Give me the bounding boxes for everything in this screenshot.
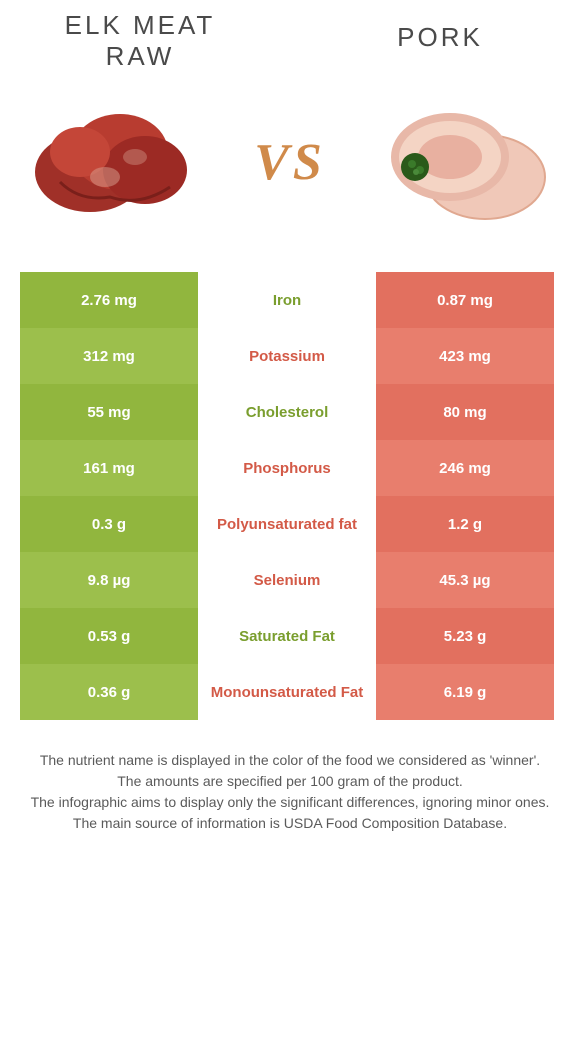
vs-badge: VS	[254, 133, 326, 192]
table-row: 0.53 gSaturated Fat5.23 g	[20, 608, 560, 664]
images-row: VS	[0, 82, 580, 242]
cell-right: 80 mg	[376, 384, 554, 440]
cell-label: Cholesterol	[198, 384, 376, 440]
cell-label: Phosphorus	[198, 440, 376, 496]
title-left: ELK MEAT RAW	[40, 10, 240, 72]
footer-line3: The infographic aims to display only the…	[28, 792, 552, 813]
cell-left: 312 mg	[20, 328, 198, 384]
cell-left: 0.53 g	[20, 608, 198, 664]
cell-label: Selenium	[198, 552, 376, 608]
cell-right: 5.23 g	[376, 608, 554, 664]
cell-label: Iron	[198, 272, 376, 328]
cell-right: 45.3 µg	[376, 552, 554, 608]
cell-left: 9.8 µg	[20, 552, 198, 608]
footer: The nutrient name is displayed in the co…	[0, 720, 580, 834]
cell-right: 246 mg	[376, 440, 554, 496]
cell-left: 55 mg	[20, 384, 198, 440]
header: ELK MEAT RAW PORK	[0, 10, 580, 72]
cell-label: Saturated Fat	[198, 608, 376, 664]
table-row: 0.36 gMonounsaturated Fat6.19 g	[20, 664, 560, 720]
title-left-line2: RAW	[40, 41, 240, 72]
elk-meat-image	[20, 82, 210, 242]
cell-label: Monounsaturated Fat	[198, 664, 376, 720]
cell-left: 161 mg	[20, 440, 198, 496]
footer-line2: The amounts are specified per 100 gram o…	[28, 771, 552, 792]
cell-right: 423 mg	[376, 328, 554, 384]
cell-label: Polyunsaturated fat	[198, 496, 376, 552]
table-row: 161 mgPhosphorus246 mg	[20, 440, 560, 496]
footer-line4: The main source of information is USDA F…	[28, 813, 552, 834]
title-right: PORK	[340, 22, 540, 53]
pork-image	[370, 82, 560, 242]
cell-left: 0.3 g	[20, 496, 198, 552]
table-row: 2.76 mgIron0.87 mg	[20, 272, 560, 328]
table-row: 0.3 gPolyunsaturated fat1.2 g	[20, 496, 560, 552]
cell-label: Potassium	[198, 328, 376, 384]
cell-left: 2.76 mg	[20, 272, 198, 328]
cell-right: 6.19 g	[376, 664, 554, 720]
cell-right: 1.2 g	[376, 496, 554, 552]
cell-left: 0.36 g	[20, 664, 198, 720]
cell-right: 0.87 mg	[376, 272, 554, 328]
table-row: 312 mgPotassium423 mg	[20, 328, 560, 384]
title-left-line1: ELK MEAT	[40, 10, 240, 41]
comparison-table: 2.76 mgIron0.87 mg312 mgPotassium423 mg5…	[20, 272, 560, 720]
footer-line1: The nutrient name is displayed in the co…	[28, 750, 552, 771]
table-row: 55 mgCholesterol80 mg	[20, 384, 560, 440]
table-row: 9.8 µgSelenium45.3 µg	[20, 552, 560, 608]
